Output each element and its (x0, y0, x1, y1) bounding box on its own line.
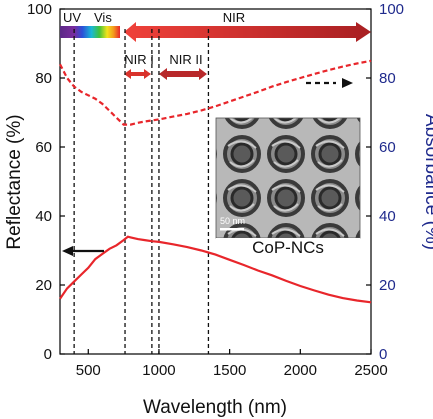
nir1-arrow (124, 69, 151, 79)
y-right-tick-label-100: 100 (379, 1, 404, 18)
uv-band-label: UV (63, 10, 81, 25)
inset-scale-bar (220, 228, 244, 231)
vis-band-label: Vis (94, 10, 112, 25)
y-right-tick-label-0: 0 (379, 346, 387, 363)
y-tick-label-80: 80 (35, 70, 52, 87)
tem-inset-image: 50 nm (215, 117, 361, 239)
absorbance-axis-arrow (306, 78, 353, 88)
y-right-tick-label-20: 20 (379, 277, 396, 294)
y-tick-label-100: 100 (27, 1, 52, 18)
nir-band-label: NIR (223, 10, 245, 25)
reflectance-curve (59, 235, 372, 304)
x-axis-title: Wavelength (nm) (143, 397, 287, 418)
nir1-band-label: NIR I (124, 52, 154, 67)
inset-label-box (216, 238, 360, 258)
plot-frame (59, 8, 372, 355)
inset-scale-label: 50 nm (220, 216, 245, 226)
y-tick-label-20: 20 (35, 277, 52, 294)
right-axis-title: Absorbance (%) (421, 114, 433, 250)
visible-band (74, 26, 120, 38)
x-tick-label-500: 500 (76, 362, 101, 379)
y-right-tick-label-80: 80 (379, 70, 396, 87)
y-tick-label-60: 60 (35, 139, 52, 156)
y-tick-label-40: 40 (35, 208, 52, 225)
y-right-tick-label-60: 60 (379, 139, 396, 156)
x-tick-label-2500: 2500 (354, 362, 387, 379)
left-axis-title: Reflectance (%) (4, 114, 25, 249)
reflectance-axis-arrow (62, 246, 104, 256)
spectrum-bands: UV Vis NIR NIR I NIR II (60, 10, 371, 80)
absorbance-curve (59, 59, 372, 126)
x-tick-label-1500: 1500 (213, 362, 246, 379)
uv-band (60, 26, 74, 38)
nir2-band-label: NIR II (169, 52, 202, 67)
x-tick-label-1000: 1000 (142, 362, 175, 379)
y-tick-label-0: 0 (44, 346, 52, 363)
nir2-arrow (159, 68, 207, 80)
inset-label: CoP-NCs (252, 238, 324, 257)
y-right-tick-label-40: 40 (379, 208, 396, 225)
x-tick-label-2000: 2000 (284, 362, 317, 379)
nir-band-arrow (124, 22, 371, 42)
